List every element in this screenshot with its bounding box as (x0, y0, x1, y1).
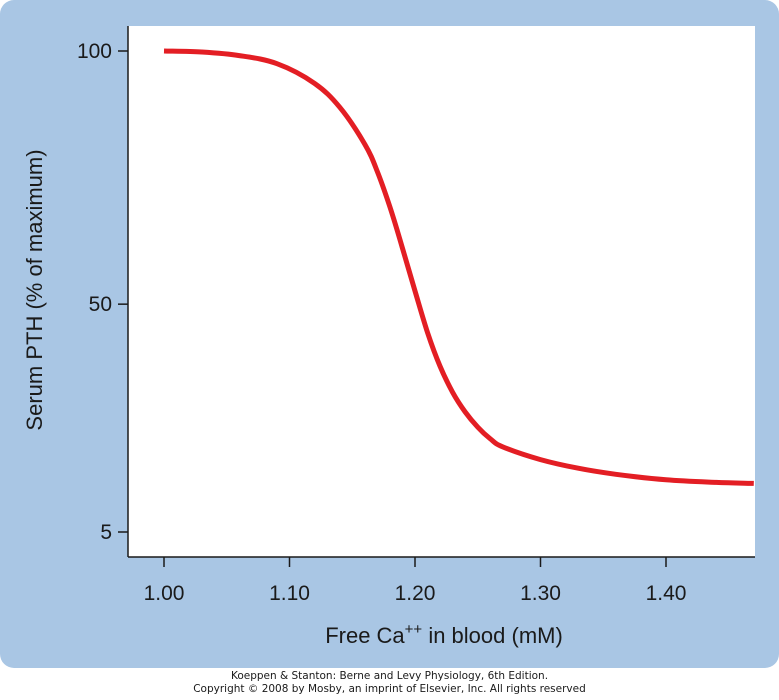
y-tick-label: 100 (77, 40, 112, 63)
x-tick-label: 1.30 (520, 582, 561, 605)
y-tick-label: 5 (100, 521, 112, 544)
x-tick-label: 1.20 (395, 582, 436, 605)
x-tick-label: 1.00 (144, 582, 185, 605)
y-axis-label: Serum PTH (% of maximum) (22, 149, 47, 430)
pth-curve-line (163, 48, 754, 486)
copyright-credit: Koeppen & Stanton: Berne and Levy Physio… (0, 670, 779, 696)
credit-line-1: Koeppen & Stanton: Berne and Levy Physio… (230, 670, 549, 682)
y-tick-label: 50 (89, 293, 112, 316)
plot-area (128, 26, 755, 557)
x-tick-label: 1.40 (646, 582, 687, 605)
x-tick-label: 1.10 (269, 582, 310, 605)
credit-line-2: Copyright © 2008 by Mosby, an imprint of… (193, 683, 586, 695)
x-axis-label: Free Ca++ in blood (mM) (325, 621, 563, 648)
chart: 100 50 5 1.00 1.10 1.20 1.30 1.40 Free Ca++ in b… (22, 26, 755, 648)
